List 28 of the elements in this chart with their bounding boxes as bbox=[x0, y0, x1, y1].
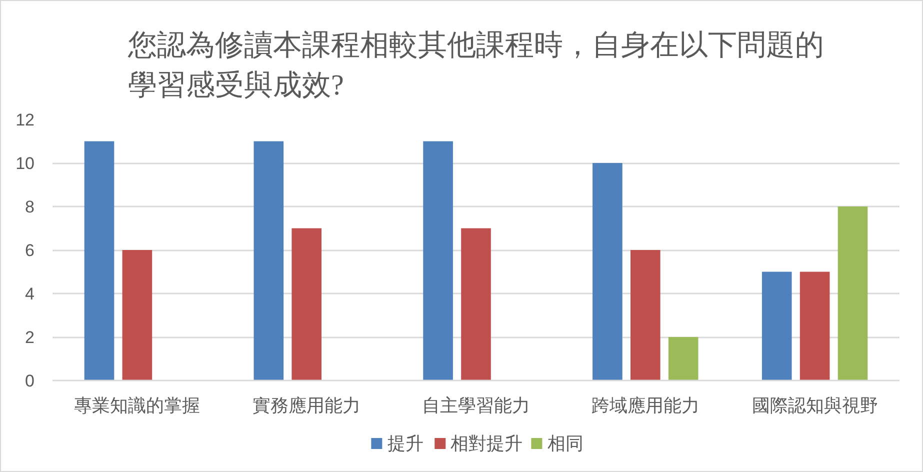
legend-label: 相對提升 bbox=[450, 434, 523, 454]
legend-label: 相同 bbox=[547, 434, 584, 454]
bar bbox=[838, 206, 868, 380]
x-tick-label: 國際認知與視野 bbox=[752, 396, 878, 416]
bar bbox=[292, 228, 322, 380]
bar bbox=[668, 337, 698, 380]
bar bbox=[254, 141, 284, 380]
bar bbox=[461, 228, 491, 380]
x-tick-label: 專業知識的掌握 bbox=[74, 396, 200, 416]
y-tick-label: 2 bbox=[25, 328, 35, 347]
bar bbox=[592, 163, 622, 380]
bar bbox=[630, 250, 660, 380]
y-tick-label: 12 bbox=[16, 110, 35, 130]
y-tick-label: 6 bbox=[25, 241, 35, 260]
bar bbox=[423, 141, 453, 380]
y-tick-label: 8 bbox=[25, 198, 35, 216]
bar bbox=[122, 250, 152, 380]
legend-label: 提升 bbox=[387, 434, 424, 454]
bar bbox=[800, 272, 830, 380]
bar bbox=[84, 141, 114, 380]
y-tick-label: 0 bbox=[25, 372, 35, 390]
x-tick-label: 跨域應用能力 bbox=[591, 396, 700, 416]
bar bbox=[762, 272, 792, 380]
y-tick-label: 10 bbox=[16, 154, 35, 173]
y-tick-label: 4 bbox=[25, 284, 35, 304]
chart-title: 您認為修讀本課程相較其他課程時，自身在以下問題的學習感受與成效? bbox=[127, 30, 824, 102]
x-tick-label: 實務應用能力 bbox=[252, 396, 361, 416]
x-tick-label: 自主學習能力 bbox=[422, 396, 530, 416]
